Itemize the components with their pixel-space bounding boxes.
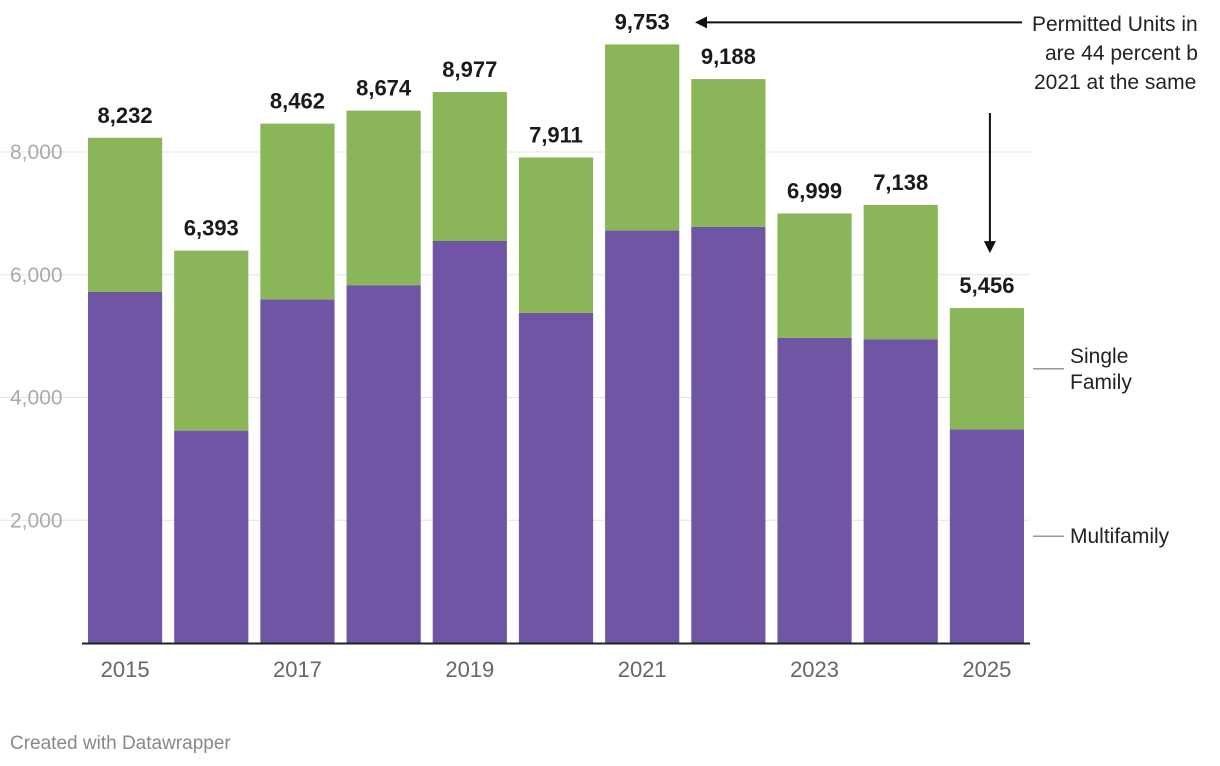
legend-multifamily: Multifamily (1033, 525, 1170, 548)
bar-single-family-2015 (88, 137, 163, 292)
y-tick-label: 6,000 (10, 264, 63, 287)
bar-multifamily-2022 (691, 226, 766, 643)
total-label-2020: 7,911 (529, 122, 583, 147)
bar-multifamily-2020 (518, 312, 594, 643)
x-tick-label: 2017 (273, 657, 322, 682)
bars (88, 44, 1024, 643)
total-label-2021: 9,753 (615, 9, 670, 34)
bar-single-family-2023 (777, 213, 852, 338)
bar-single-family-2016 (174, 250, 249, 431)
y-axis: 2,000 4,000 6,000 8,000 (10, 141, 63, 532)
x-tick-label: 2023 (790, 657, 839, 682)
legend-single-family: Single Family (1033, 345, 1132, 394)
total-label-2015: 8,232 (98, 103, 153, 128)
gridlines (0, 151, 1030, 521)
y-tick-label: 2,000 (10, 509, 63, 532)
x-tick-label: 2025 (962, 657, 1011, 682)
x-tick-label: 2015 (101, 657, 150, 682)
annotation-line: 2021 at the same (1034, 71, 1196, 94)
bar-multifamily-2016 (174, 430, 249, 643)
total-label-2017: 8,462 (270, 89, 325, 114)
bar-single-family-2024 (863, 204, 938, 340)
bar-single-family-2017 (260, 123, 335, 300)
annotation-line: Permitted Units in (1032, 13, 1198, 36)
x-tick-label: 2019 (445, 657, 494, 682)
bar-multifamily-2015 (88, 291, 163, 643)
bar-multifamily-2023 (777, 337, 852, 643)
total-label-2019: 8,977 (442, 57, 497, 82)
legend-label: Single (1070, 345, 1128, 368)
datawrapper-credit: Created with Datawrapper (10, 733, 231, 754)
bar-multifamily-2025 (949, 429, 1024, 643)
total-label-2023: 6,999 (787, 178, 842, 203)
bar-single-family-2022 (691, 79, 766, 227)
total-label-2024: 7,138 (873, 170, 928, 195)
bar-single-family-2019 (432, 92, 507, 241)
bar-multifamily-2019 (432, 240, 507, 643)
x-tick-label: 2021 (618, 657, 667, 682)
y-tick-label: 4,000 (10, 387, 63, 410)
annotation: Permitted Units in are 44 percent b 2021 a… (695, 13, 1198, 254)
bar-single-family-2025 (949, 308, 1024, 430)
annotation-line: are 44 percent b (1045, 42, 1198, 65)
total-labels: 8,232 6,393 8,462 8,674 8,977 7,911 9,753 9,188… (98, 9, 1015, 298)
bar-multifamily-2017 (260, 299, 335, 643)
legend-label: Multifamily (1070, 525, 1170, 548)
bar-multifamily-2018 (346, 285, 421, 643)
y-tick-label: 8,000 (10, 141, 63, 164)
bar-multifamily-2024 (863, 339, 938, 643)
bar-single-family-2020 (518, 157, 594, 313)
legend-label: Family (1070, 371, 1132, 394)
total-label-2022: 9,188 (701, 44, 756, 69)
annotation-text: Permitted Units in are 44 percent b 2021 a… (1032, 13, 1198, 94)
bar-single-family-2018 (346, 110, 421, 286)
bar-multifamily-2021 (605, 230, 680, 643)
x-axis: 2015 2017 2019 2021 2023 2025 (82, 642, 1030, 682)
total-label-2018: 8,674 (356, 76, 412, 101)
total-label-2016: 6,393 (184, 216, 239, 241)
legend: Single Family Multifamily (1033, 345, 1170, 548)
total-label-2025: 5,456 (959, 273, 1014, 298)
bar-single-family-2021 (605, 44, 680, 231)
